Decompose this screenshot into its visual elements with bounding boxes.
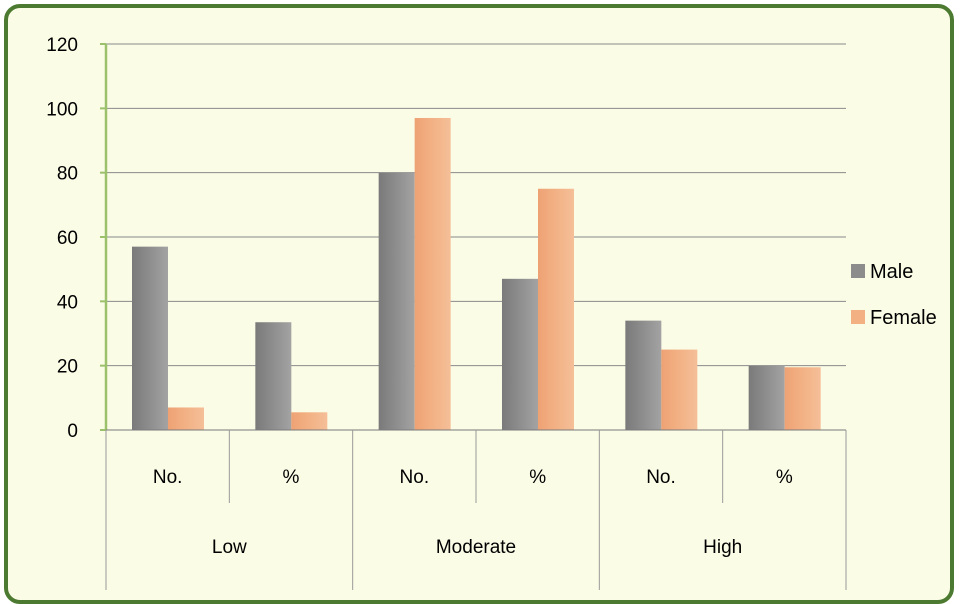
y-tick-label: 60	[57, 228, 78, 249]
bar-female	[661, 349, 698, 430]
bar-male	[378, 172, 415, 430]
y-tick-label: 0	[67, 421, 78, 442]
category-label: No.	[646, 467, 676, 488]
bar-female	[291, 412, 328, 430]
group-label: Low	[212, 537, 247, 558]
group-label: High	[703, 537, 742, 558]
y-tick-label: 80	[57, 164, 78, 185]
bar-chart: 0 20 40 60 80 100 120 No.% No.% No. % Low Moderate Hi…	[46, 35, 937, 590]
legend-label: Female	[870, 307, 937, 329]
category-label: %	[529, 467, 546, 488]
legend-swatch-male	[851, 264, 865, 278]
group-label: Moderate	[436, 537, 516, 558]
bar-male	[255, 322, 292, 430]
category-label: %	[283, 467, 300, 488]
y-tick-label: 20	[57, 357, 78, 378]
category-label: %	[776, 467, 793, 488]
y-tick-label: 100	[46, 99, 78, 120]
y-tick-label: 40	[57, 292, 78, 313]
y-tick-label: 120	[46, 35, 78, 56]
bar-male	[625, 320, 662, 430]
bar-female	[538, 188, 574, 430]
bar-male	[502, 278, 538, 430]
category-label: No.	[400, 467, 430, 488]
legend-swatch-female	[851, 310, 865, 324]
bar-male	[132, 246, 168, 430]
category-label: No.	[153, 467, 183, 488]
legend-label: Male	[870, 261, 913, 283]
bar-female	[784, 367, 821, 430]
bar-male	[748, 365, 785, 430]
bar-female	[414, 117, 451, 430]
chart-frame: 0 20 40 60 80 100 120 No.% No.% No.% Low Moderate Hi…	[4, 4, 954, 604]
bar-female	[168, 407, 204, 430]
